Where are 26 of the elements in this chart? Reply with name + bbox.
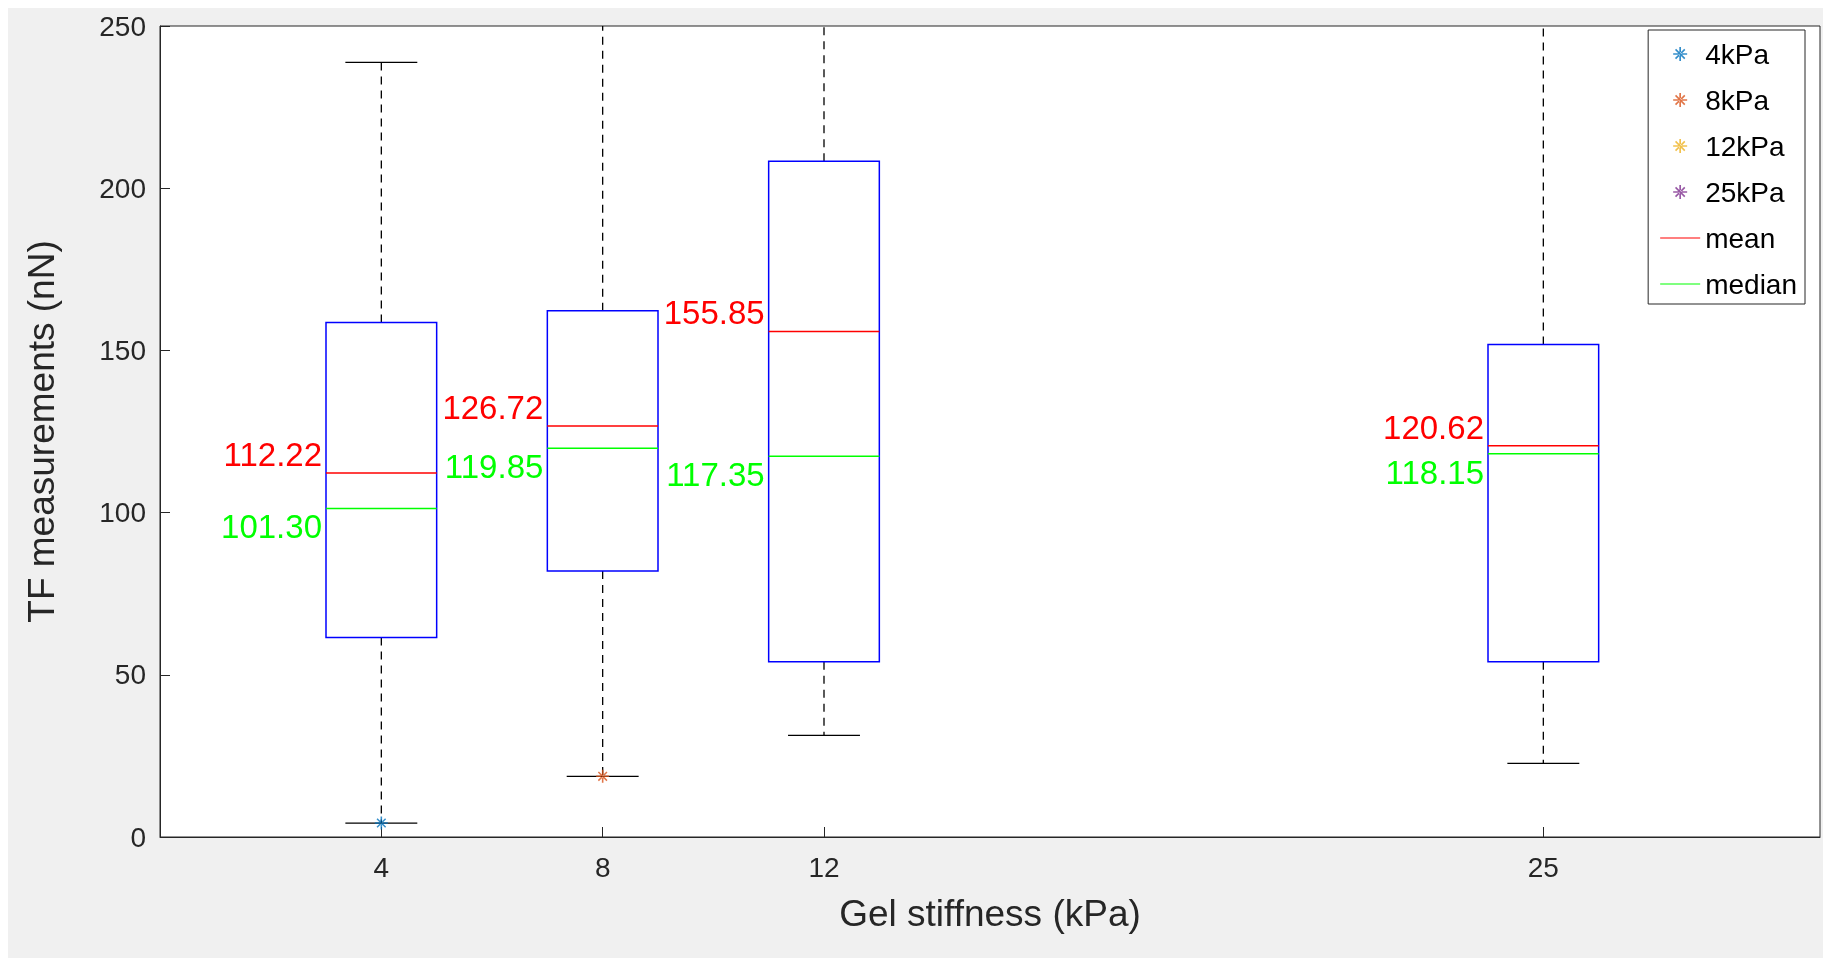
y-axis-title: TF measurements (nN) [21,240,62,623]
legend-label: median [1705,268,1798,300]
legend-label: 4kPa [1705,38,1770,70]
y-tick-label: 150 [99,334,146,366]
y-tick-label: 50 [114,659,146,691]
y-tick-label: 250 [99,10,146,42]
annotation: 119.85 [444,448,544,486]
annotation: 112.22 [223,435,322,473]
y-tick-label: 100 [99,497,146,529]
y-tick-label: 0 [130,821,146,853]
legend-label: 12kPa [1705,130,1785,162]
annotation: 117.35 [666,456,765,494]
legend-label: 8kPa [1705,84,1770,116]
annotation: 118.15 [1385,453,1484,491]
x-tick-label: 8 [594,851,611,883]
x-axis-title: Gel stiffness (kPa) [839,893,1141,934]
annotation: 101.30 [221,508,322,546]
annotation: 155.85 [663,294,765,332]
x-tick-label: 12 [808,851,840,883]
x-tick-label: 25 [1527,851,1559,883]
legend-label: 25kPa [1705,176,1785,208]
legend-label: mean [1705,222,1776,254]
y-tick-label: 200 [99,172,146,204]
annotation: 126.72 [442,388,544,426]
annotation: 120.62 [1383,408,1484,446]
x-tick-label: 4 [373,851,390,883]
